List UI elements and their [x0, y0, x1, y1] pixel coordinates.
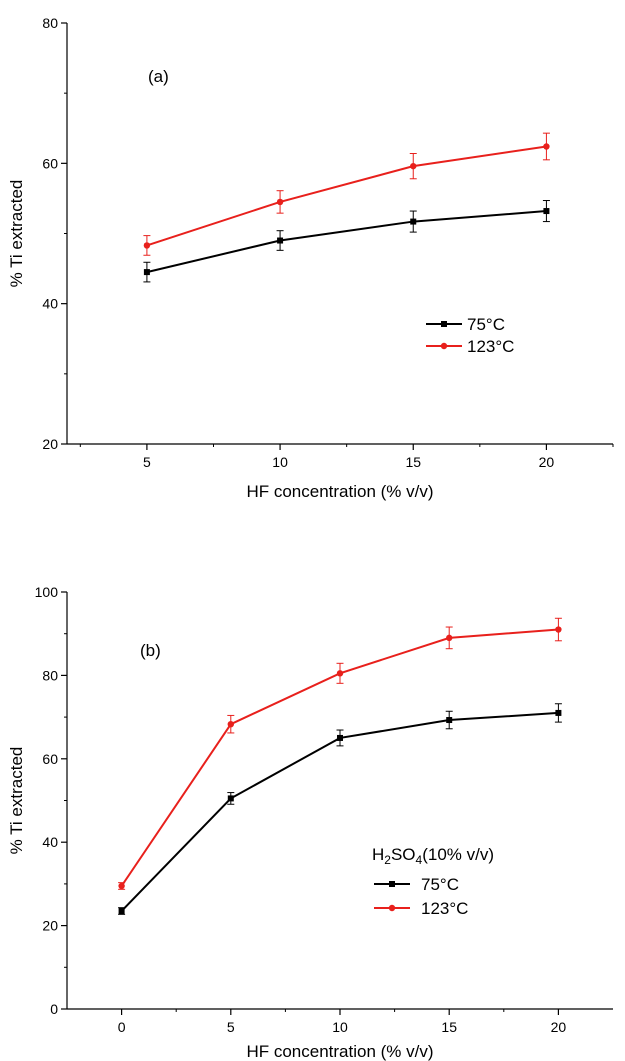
series-1 [118, 617, 562, 890]
data-point [336, 670, 344, 677]
y-tick-label: 20 [42, 436, 58, 452]
y-tick-label: 80 [42, 15, 58, 31]
panel-label: (a) [148, 67, 169, 86]
y-axis-title: % Ti extracted [7, 180, 26, 288]
y-axis-title: % Ti extracted [7, 747, 26, 855]
data-point [227, 720, 234, 728]
y-tick-label: 60 [42, 751, 58, 767]
y-tick-label: 0 [50, 1001, 58, 1017]
series-0 [118, 703, 562, 915]
data-point [446, 717, 453, 724]
x-axis-title: HF concentration (% v/v) [246, 1042, 433, 1061]
data-point [555, 626, 562, 633]
legend-label: 123°C [421, 899, 468, 918]
x-tick-label: 20 [551, 1019, 567, 1035]
data-point [543, 143, 550, 150]
data-point [118, 882, 125, 890]
x-tick-label: 5 [143, 454, 151, 470]
data-point [337, 734, 343, 741]
legend-marker [389, 881, 395, 887]
data-point [118, 908, 125, 915]
data-point [410, 162, 417, 170]
x-tick-label: 5 [227, 1019, 235, 1035]
series-1 [143, 132, 550, 256]
x-tick-label: 10 [332, 1019, 348, 1035]
y-tick-label: 80 [42, 667, 58, 683]
data-point [410, 218, 417, 225]
series-line [146, 145, 547, 247]
series-line [146, 210, 547, 274]
data-point [555, 709, 562, 716]
chart-panel-b: 0 20 40 60 80 100 0 5 10 15 20 HF concentration (% … [7, 584, 613, 1061]
legend-marker [441, 321, 447, 327]
data-point [227, 795, 234, 802]
y-tick-label: 100 [35, 584, 59, 600]
x-tick-label: 10 [272, 454, 288, 470]
x-axis-title: HF concentration (% v/v) [246, 482, 433, 501]
data-point [446, 634, 453, 642]
x-tick-label: 0 [118, 1019, 126, 1035]
legend-marker [440, 342, 448, 350]
legend-marker [388, 904, 396, 912]
y-tick-label: 20 [42, 918, 58, 934]
y-tick-label: 40 [42, 834, 58, 850]
panel-label: (b) [140, 641, 161, 660]
data-point [277, 237, 284, 244]
legend-label: 75°C [467, 315, 505, 334]
data-point [143, 242, 151, 249]
data-point [276, 198, 284, 206]
legend-label: 75°C [421, 875, 459, 894]
y-tick-label: 40 [42, 296, 58, 312]
data-point [543, 208, 550, 215]
legend: 75°C 123°C [426, 315, 514, 356]
x-tick-label: 15 [405, 454, 421, 470]
legend-label: 123°C [467, 337, 514, 356]
x-tick-label: 20 [539, 454, 555, 470]
data-point [143, 269, 150, 276]
series-0 [143, 200, 550, 283]
legend: H2SO4(10% v/v) 75°C 123°C [372, 845, 494, 918]
y-tick-label: 60 [42, 155, 58, 171]
x-tick-label: 15 [441, 1019, 457, 1035]
chart-panel-a: 20 40 60 80 5 10 15 20 HF concentration (% v/v)%… [7, 15, 614, 501]
legend-title: H2SO4(10% v/v) [372, 845, 494, 867]
